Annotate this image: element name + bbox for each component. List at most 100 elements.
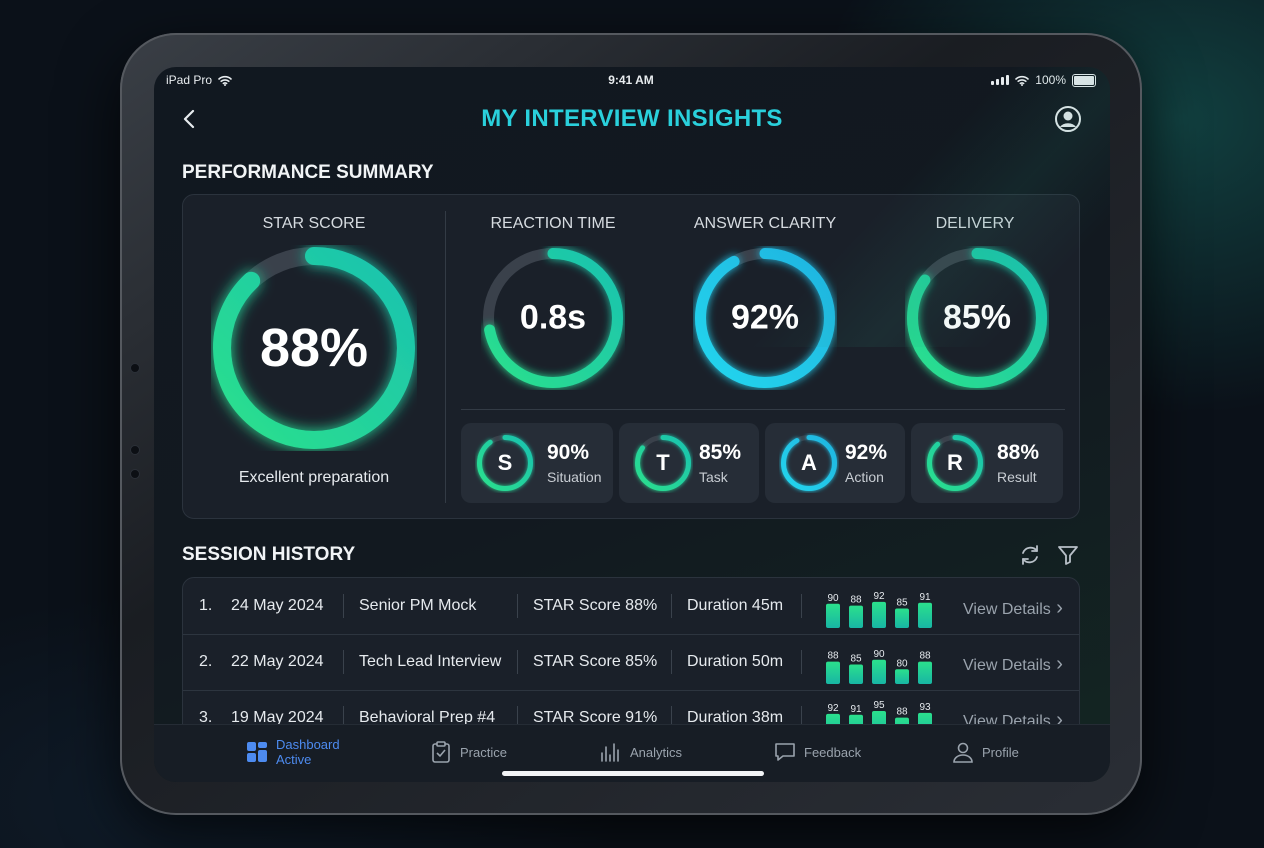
task-mini-ring <box>633 433 693 493</box>
result-mini-ring <box>925 433 985 493</box>
battery-percent: 100% <box>1035 73 1066 87</box>
star-score-ring: 88% <box>211 245 417 451</box>
session-number: 3. <box>199 709 213 726</box>
view-details-label: View Details <box>963 601 1051 618</box>
view-details-label: View Details <box>963 657 1051 674</box>
tab-dashboard[interactable]: Dashboard Active <box>246 735 340 769</box>
star-component-result[interactable]: R 88% Result <box>911 423 1063 503</box>
sparkline-bar-label: 88 <box>919 651 931 662</box>
ring-progress <box>635 435 691 491</box>
session-date: 22 May 2024 <box>231 653 324 670</box>
sparkline-bar-label: 92 <box>873 591 885 602</box>
answer-clarity-label: ANSWER CLARITY <box>693 215 837 232</box>
column-separator <box>801 706 802 730</box>
delivery-ring: 85% <box>905 246 1049 390</box>
session-score-sparkline: 90 88 92 85 91 <box>826 591 932 628</box>
column-separator <box>517 594 518 618</box>
session-title: Tech Lead Interview <box>359 653 502 670</box>
filter-icon[interactable] <box>1056 543 1080 567</box>
wifi-icon <box>218 75 232 86</box>
session-row[interactable]: 1. 24 May 2024 Senior PM Mock STAR Score 88… <box>183 578 1079 635</box>
chevron-right-icon: › <box>1050 597 1063 619</box>
clipboard-check-icon <box>432 741 450 763</box>
action-name: Action <box>845 469 884 485</box>
session-duration: Duration 45m <box>687 597 784 614</box>
sparkline-bar-label: 88 <box>850 595 862 606</box>
progress-ring-graphic <box>213 247 415 449</box>
tab-sub-label: Active <box>276 752 312 767</box>
task-letter: T <box>656 450 670 475</box>
column-separator <box>343 594 344 618</box>
refresh-icon[interactable] <box>1018 543 1042 567</box>
page-title: MY INTERVIEW INSIGHTS <box>481 105 783 132</box>
chevron-right-icon: › <box>1050 709 1063 731</box>
star-score-label: STAR SCORE <box>262 215 366 232</box>
view-details-link[interactable]: View Details › <box>963 597 1063 620</box>
tab-profile[interactable]: Profile <box>952 735 1019 769</box>
sparkline-bar-label: 88 <box>827 651 839 662</box>
person-icon <box>953 742 973 763</box>
reaction-time-value: 0.8s <box>519 298 587 337</box>
situation-percent: 90% <box>547 441 590 464</box>
situation-name: Situation <box>547 469 602 485</box>
back-chevron-icon[interactable] <box>178 107 202 131</box>
sparkline-bar-label: 90 <box>827 593 839 604</box>
progress-ring-graphic <box>483 248 623 388</box>
star-component-task[interactable]: T 85% Task <box>619 423 759 503</box>
user-avatar-icon[interactable] <box>1054 105 1082 133</box>
session-row[interactable]: 2. 22 May 2024 Tech Lead Interview STAR Sco… <box>183 634 1079 691</box>
task-name: Task <box>699 469 728 485</box>
action-percent: 92% <box>845 441 888 464</box>
ring-progress <box>781 435 837 491</box>
sparkline-bar <box>849 605 863 628</box>
cellular-signal-icon <box>991 75 1010 85</box>
result-percent: 88% <box>997 441 1040 464</box>
answer-clarity-ring: 92% <box>693 246 837 390</box>
situation-mini-ring <box>475 433 535 493</box>
ring-progress <box>213 247 415 449</box>
sparkline-bar-label: 85 <box>850 654 862 665</box>
action-letter: A <box>801 450 817 475</box>
column-separator <box>517 650 518 674</box>
session-date: 19 May 2024 <box>231 709 324 726</box>
tab-label: Practice <box>460 744 507 760</box>
view-details-link[interactable]: View Details › <box>963 653 1063 676</box>
sparkline-bar-label: 92 <box>827 703 839 714</box>
task-percent: 85% <box>699 441 742 464</box>
tab-label: Feedback <box>804 744 862 760</box>
clock: 9:41 AM <box>608 73 654 87</box>
wifi-icon <box>1015 75 1030 86</box>
column-separator <box>343 706 344 730</box>
column-separator <box>671 650 672 674</box>
nav-bar: MY INTERVIEW INSIGHTS <box>154 99 1110 139</box>
card-divider <box>461 409 1065 410</box>
star-component-action[interactable]: A 92% Action <box>765 423 905 503</box>
session-star-score: STAR Score 85% <box>533 653 658 670</box>
sparkline-bar <box>918 661 932 684</box>
column-separator <box>801 650 802 674</box>
sparkline-bar-label: 90 <box>873 649 885 660</box>
progress-ring-graphic <box>477 435 533 491</box>
tab-feedback[interactable]: Feedback <box>774 735 861 769</box>
tab-practice[interactable]: Practice <box>430 735 507 769</box>
progress-ring-graphic <box>635 435 691 491</box>
sparkline-bar <box>849 664 863 684</box>
session-number: 2. <box>199 653 213 670</box>
card-divider <box>445 211 446 503</box>
sparkline-bar-label: 91 <box>919 592 931 603</box>
sparkline-bar <box>826 661 840 684</box>
reaction-time-ring: 0.8s <box>481 246 625 390</box>
star-component-situation[interactable]: S 90% Situation <box>461 423 613 503</box>
app-screen: iPad Pro 9:41 AM 100% MY INTERVIEW INSIG… <box>154 67 1110 782</box>
tab-analytics[interactable]: Analytics <box>600 735 682 769</box>
star-score-caption: Excellent preparation <box>238 469 390 486</box>
star-score-value: 88% <box>259 318 369 378</box>
session-duration: Duration 38m <box>687 709 784 726</box>
sparkline-bar-label: 80 <box>896 658 908 669</box>
home-indicator[interactable] <box>502 771 764 776</box>
answer-clarity-value: 92% <box>730 298 800 337</box>
device-name: iPad Pro <box>166 73 213 87</box>
result-name: Result <box>997 469 1037 485</box>
chat-bubble-icon <box>775 743 795 761</box>
tab-label: Dashboard <box>276 737 340 752</box>
